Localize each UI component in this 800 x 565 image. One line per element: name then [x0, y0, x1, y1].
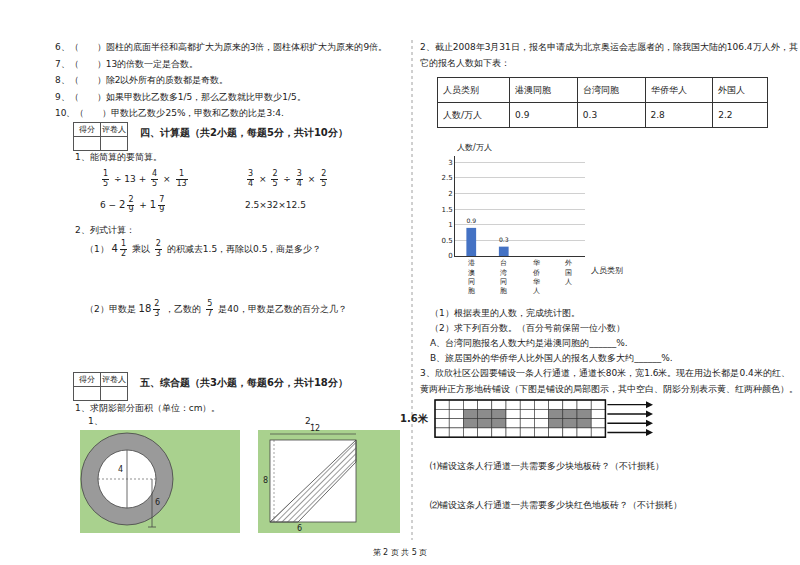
html-text:10、（ ）甲数比乙数少25%，甲数和乙数的比是3:4.: 10、（ ）甲数比乙数少25%，甲数和乙数的比是3:4. [55, 108, 284, 118]
svg-text:0.5: 0.5 [441, 237, 452, 245]
html-text:得分: 得分 [79, 375, 95, 384]
html-text:评卷人: 评卷人 [102, 375, 126, 384]
svg-text:12: 12 [310, 424, 321, 433]
html-text:1: 1 [103, 169, 109, 178]
svg-text:港澳同胞: 港澳同胞 [468, 259, 475, 294]
html-text:1、: 1、 [88, 416, 103, 426]
html-text:1: 1 [121, 239, 127, 248]
svg-text:0.3: 0.3 [499, 236, 509, 243]
html-text:1: 1 [179, 169, 185, 178]
svg-text:4: 4 [118, 465, 123, 474]
html-text:得分: 得分 [79, 125, 95, 134]
html-text:四、计算题（共2小题，每题5分，共计10分）: 四、计算题（共2小题，每题5分，共计10分） [140, 127, 348, 138]
svg-text:3: 3 [448, 159, 452, 167]
html-text:4: 4 [296, 178, 302, 188]
html-text:黄两种正方形地砖铺设（下图是铺设的局部图示，其中空白、阴影分: 黄两种正方形地砖铺设（下图是铺设的局部图示，其中空白、阴影分别表示黄、红两种颜色… [420, 384, 798, 394]
html-text:是40，甲数是乙数的百分之几？: 是40，甲数是乙数的百分之几？ [218, 303, 347, 314]
html-text:（2）求下列百分数。（百分号前保留一位小数）: （2）求下列百分数。（百分号前保留一位小数） [430, 323, 625, 333]
html-text:2、列式计算：: 2、列式计算： [75, 225, 135, 235]
html-text:B、旅居国外的华侨华人比外国人的报名人数多大约______%: B、旅居国外的华侨华人比外国人的报名人数多大约______%. [430, 353, 673, 363]
svg-text:2: 2 [448, 190, 452, 198]
html-text:（1） 4: （1） 4 [85, 243, 118, 255]
svg-text:人员类别: 人员类别 [591, 266, 623, 275]
html-text:华侨华人: 华侨华人 [650, 84, 687, 95]
svg-text:0: 0 [448, 252, 452, 260]
html-text:0.9: 0.9 [515, 110, 530, 120]
html-text:9、（ ）如果甲数比乙数多1/5，那么乙数就比甲数少1/5。: 9、（ ）如果甲数比乙数多1/5，那么乙数就比甲数少1/5。 [55, 91, 306, 102]
svg-text:6: 6 [155, 498, 160, 507]
html-text:5: 5 [103, 178, 109, 188]
svg-text:2.5: 2.5 [441, 174, 452, 182]
html-text:7: 7 [207, 308, 213, 318]
svg-text:台湾同胞: 台湾同胞 [500, 259, 507, 294]
html-text:5: 5 [207, 299, 213, 308]
html-text:2: 2 [155, 239, 161, 248]
html-text:（2）甲数是 18: （2）甲数是 18 [85, 303, 152, 315]
svg-text:1.6米: 1.6米 [400, 413, 429, 424]
html-text:5: 5 [152, 178, 158, 188]
html-text:3: 3 [296, 169, 302, 178]
html-text:3、欣欣社区公园要铺设一条人行通道，通道长80米，宽1.6米: 3、欣欣社区公园要铺设一条人行通道，通道长80米，宽1.6米。现在用边长都是0.… [420, 368, 790, 378]
html-text:乘以: 乘以 [132, 243, 150, 254]
html-text:2: 2 [154, 299, 160, 308]
html-text:2、: 2、 [305, 416, 320, 426]
html-text:9: 9 [159, 204, 165, 214]
html-text:5: 5 [321, 178, 327, 188]
svg-text:华侨华人: 华侨华人 [533, 259, 540, 294]
html-text:8、（ ）除2以外所有的质数都是奇数。: 8、（ ）除2以外所有的质数都是奇数。 [55, 75, 229, 85]
html-text:（1）根据表里的人数，完成统计图。: （1）根据表里的人数，完成统计图。 [430, 308, 580, 318]
html-text:五、综合题（共3小题，每题6分，共计18分）: 五、综合题（共3小题，每题6分，共计18分） [140, 377, 348, 388]
html-text:它的报名人数如下表：: 它的报名人数如下表： [420, 58, 510, 68]
html-text:3: 3 [155, 248, 161, 258]
html-text:÷ 13 +: ÷ 13 + [114, 173, 147, 184]
html-text:6 − 2: 6 − 2 [100, 199, 126, 211]
html-text:外国人: 外国人 [718, 84, 746, 95]
html-text:人数/万人: 人数/万人 [443, 109, 482, 120]
html-text:2: 2 [121, 248, 127, 258]
html-text:评卷人: 评卷人 [102, 125, 126, 134]
svg-text:6: 6 [297, 524, 302, 533]
html-text:0.3: 0.3 [582, 110, 598, 120]
html-text:⑵铺设这条人行通道一共需要多少块红色地板砖？（不计损耗）: ⑵铺设这条人行通道一共需要多少块红色地板砖？（不计损耗） [430, 500, 682, 510]
html-text:2.2: 2.2 [718, 110, 733, 120]
html-text:6、（ ）圆柱的底面半径和高都扩大为原来的3倍，圆柱体积扩大: 6、（ ）圆柱的底面半径和高都扩大为原来的3倍，圆柱体积扩大为原来的9倍。 [55, 42, 388, 52]
svg-text:8: 8 [263, 476, 268, 485]
html-text:7、（ ）13的倍数一定是合数。: 7、（ ）13的倍数一定是合数。 [55, 58, 199, 69]
html-text:2.5×32×12.5: 2.5×32×12.5 [245, 200, 306, 211]
html-text:港澳同胞: 港澳同胞 [515, 84, 552, 95]
svg-text:1.5: 1.5 [441, 206, 452, 214]
html-text:台湾同胞: 台湾同胞 [582, 84, 619, 95]
html-text:，乙数的: ，乙数的 [165, 303, 202, 314]
html-text:1、求阴影部分面积（单位：cm）。: 1、求阴影部分面积（单位：cm）。 [75, 403, 221, 413]
html-text:的积减去1.5，再除以0.5，商是多少？: 的积减去1.5，再除以0.5，商是多少？ [166, 243, 322, 254]
html-text:2: 2 [128, 195, 134, 204]
html-text:13: 13 [176, 178, 187, 188]
html-text:第 2 页 共 5 页: 第 2 页 共 5 页 [372, 548, 428, 557]
html-text:2: 2 [272, 169, 278, 178]
html-text:4: 4 [152, 169, 158, 178]
html-text:3: 3 [154, 308, 160, 318]
svg-text:1: 1 [448, 221, 452, 229]
svg-text:人数/万人: 人数/万人 [457, 143, 492, 152]
html-text:4: 4 [248, 178, 254, 188]
html-text:9: 9 [128, 204, 134, 214]
html-text:2.8: 2.8 [650, 110, 665, 120]
svg-text:0.9: 0.9 [466, 217, 476, 224]
html-text:人员类别: 人员类别 [443, 84, 479, 95]
html-text:+ 1: + 1 [139, 199, 157, 211]
html-text:⑴铺设这条人行通道一共需要多少块地板砖？（不计损耗）: ⑴铺设这条人行通道一共需要多少块地板砖？（不计损耗） [430, 461, 664, 471]
html-text:7: 7 [159, 195, 165, 204]
html-text:5: 5 [272, 178, 278, 188]
html-text:1、能简算的要简算。: 1、能简算的要简算。 [75, 152, 162, 162]
svg-text:外国人: 外国人 [565, 259, 572, 285]
html-text:2、截止2008年3月31日，报名申请成为北京奥运会志愿者的: 2、截止2008年3月31日，报名申请成为北京奥运会志愿者的，除我国大陆的106… [420, 42, 798, 52]
html-text:A、台湾同胞报名人数大约是港澳同胞的______%.: A、台湾同胞报名人数大约是港澳同胞的______%. [430, 338, 628, 348]
html-text:3: 3 [248, 169, 254, 178]
html-text:2: 2 [321, 169, 327, 178]
